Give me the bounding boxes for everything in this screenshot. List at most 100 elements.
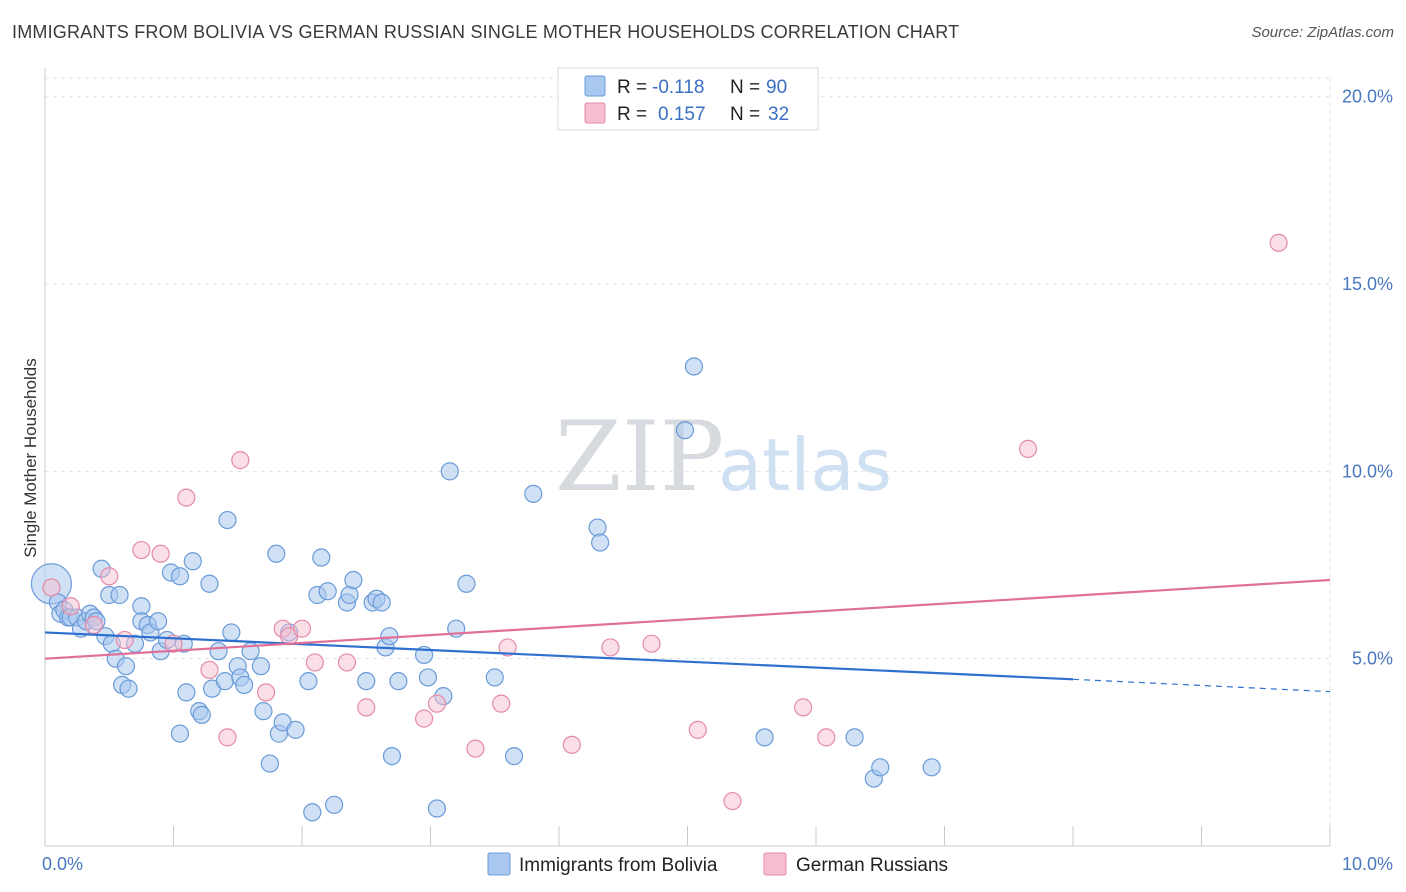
legend-box: R = -0.118 N = 90 R = 0.157 N = 32 (557, 67, 819, 131)
y-tick-labels: 5.0% 10.0% 15.0% 20.0% (1342, 87, 1393, 669)
bolivia-point-85 (684, 357, 704, 376)
axes (44, 68, 1331, 847)
bolivia-point-47 (251, 657, 270, 676)
bolivia-point-60 (325, 795, 344, 814)
bolivia-point-36 (192, 705, 211, 724)
legend-n-value-german: 32 (768, 104, 789, 125)
bolivia-point-63 (344, 570, 363, 590)
y-tick-label-1: 10.0% (1342, 461, 1393, 481)
german-point-20 (427, 694, 447, 713)
y-axis-label: Single Mother Households (21, 358, 40, 557)
bolivia-point-71 (389, 672, 408, 691)
x-tick-labels: 0.0% 10.0% (42, 854, 1393, 874)
bolivia-point-84 (675, 421, 695, 440)
german-point-10 (218, 728, 237, 747)
bolivia-point-39 (209, 642, 228, 661)
german-point-31 (1018, 439, 1038, 458)
bolivia-point-55 (299, 672, 318, 691)
bolivia-point-20 (119, 679, 138, 698)
german-point-15 (292, 619, 312, 638)
german-point-3 (100, 567, 119, 586)
bolivia-point-83 (591, 533, 610, 552)
bottom-legend-label-german: German Russians (796, 855, 948, 876)
german-point-24 (562, 735, 581, 754)
bolivia-point-42 (222, 623, 241, 642)
bolivia-point-78 (457, 574, 476, 593)
bolivia-point-70 (382, 746, 402, 766)
bolivia-point-82 (588, 518, 607, 537)
bolivia-point-30 (170, 567, 190, 586)
german-point-29 (794, 698, 813, 717)
german-point-8 (177, 488, 196, 507)
bolivia-point-80 (504, 746, 524, 766)
bolivia-point-64 (357, 672, 376, 691)
bolivia-point-19 (116, 657, 136, 676)
legend-r-label-german: R = (617, 104, 647, 125)
german-point-22 (492, 694, 511, 713)
bottom-legend: Immigrants from Bolivia German Russians (487, 852, 948, 876)
german-point-5 (132, 540, 151, 560)
legend-swatch-bolivia (584, 75, 606, 97)
bolivia-point-86 (755, 728, 774, 747)
german-point-28 (723, 791, 742, 811)
bolivia-point-31 (170, 724, 190, 743)
bolivia-point-34 (183, 552, 202, 571)
german-point-16 (305, 653, 324, 672)
german-point-12 (256, 683, 276, 702)
series-bolivia-points (30, 357, 941, 822)
bottom-legend-label-bolivia: Immigrants from Bolivia (519, 855, 718, 876)
bolivia-point-56 (303, 803, 322, 822)
bolivia-point-89 (871, 758, 890, 777)
legend-swatch-german (584, 102, 606, 124)
bolivia-trend-line (44, 631, 1074, 681)
source-label: Source: ZipAtlas.com (1251, 24, 1394, 41)
bolivia-point-33 (177, 683, 196, 702)
german-point-30 (817, 728, 836, 747)
german-point-23 (498, 638, 517, 657)
bolivia-point-90 (922, 758, 941, 777)
bolivia-point-62 (340, 585, 359, 605)
german-point-2 (84, 615, 103, 635)
german-point-4 (115, 630, 134, 650)
bolivia-point-76 (440, 462, 459, 481)
german-point-21 (466, 739, 485, 758)
legend-n-label-german: N = (730, 104, 760, 125)
german-point-32 (1269, 233, 1288, 252)
y-tick-label-2: 15.0% (1342, 274, 1393, 294)
bolivia-point-17 (110, 585, 129, 605)
bolivia-point-73 (418, 668, 438, 687)
german-point-9 (200, 660, 219, 680)
german-point-17 (337, 653, 357, 672)
german-point-26 (642, 634, 661, 653)
legend-n-label-bolivia: N = (730, 77, 760, 98)
bolivia-point-58 (312, 548, 331, 567)
legend-r-label-bolivia: R = (617, 77, 647, 98)
bolivia-point-50 (267, 544, 286, 563)
bolivia-point-74 (427, 799, 447, 818)
y-tick-label-3: 20.0% (1342, 87, 1393, 107)
german-point-1 (61, 597, 80, 616)
bolivia-point-67 (372, 593, 391, 612)
bolivia-point-59 (318, 582, 337, 601)
bolivia-point-40 (215, 672, 234, 691)
legend-r-value-german: 0.157 (658, 104, 706, 125)
bolivia-point-37 (200, 574, 219, 593)
chart-title: IMMIGRANTS FROM BOLIVIA VS GERMAN RUSSIA… (12, 22, 960, 42)
german-trend-line (44, 578, 1331, 660)
german-point-19 (414, 709, 434, 728)
trend-lines (44, 578, 1331, 693)
legend-r-value-bolivia: -0.118 (652, 77, 704, 98)
watermark-zip: ZIP (555, 401, 724, 513)
watermark: ZIP atlas (555, 401, 892, 513)
bolivia-point-41 (218, 510, 237, 530)
x-tick-label-1: 10.0% (1342, 854, 1393, 874)
y-tick-label-0: 5.0% (1352, 649, 1393, 669)
bottom-legend-swatch-bolivia (487, 852, 511, 876)
german-point-18 (357, 698, 376, 717)
german-point-25 (601, 638, 620, 657)
bolivia-point-26 (148, 612, 168, 631)
bottom-legend-swatch-german (763, 852, 787, 876)
german-point-0 (42, 578, 61, 597)
german-point-27 (688, 720, 707, 739)
